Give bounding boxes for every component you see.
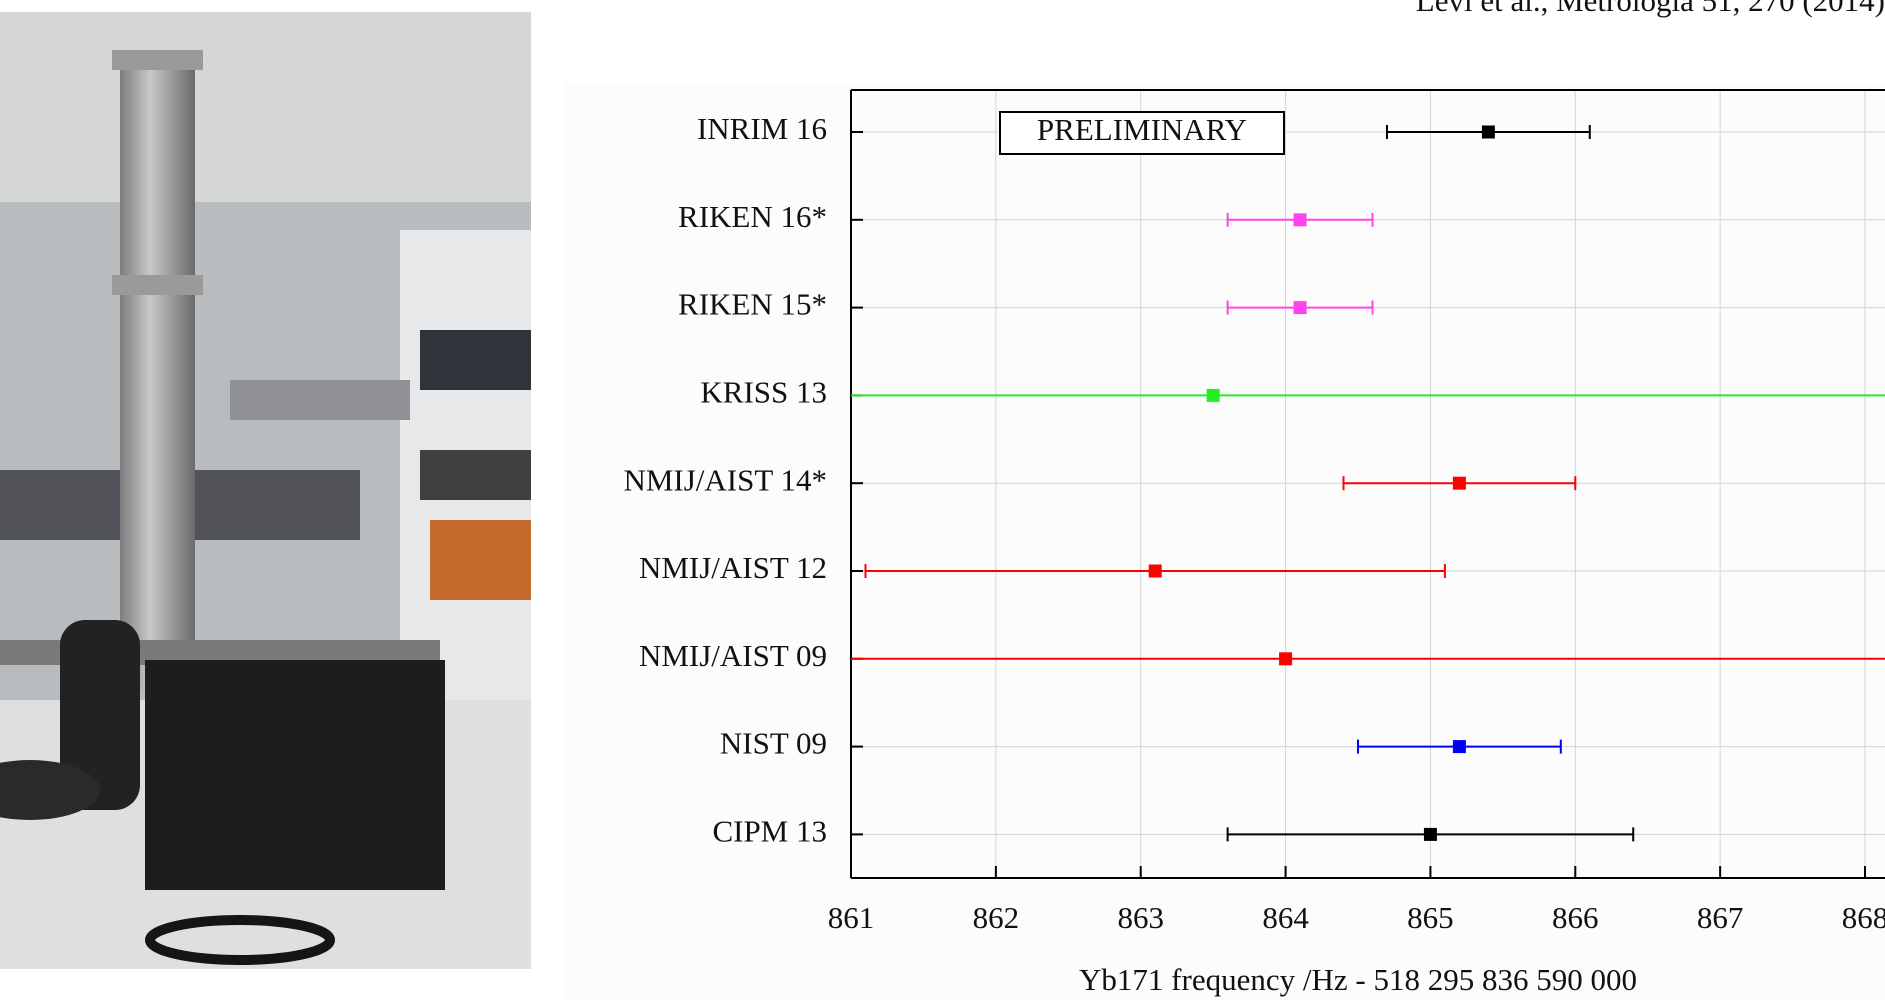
marker <box>1206 388 1220 402</box>
y-tick-label: NMIJ/AIST 12 <box>639 550 827 585</box>
x-tick-label: 863 <box>1117 900 1164 935</box>
annotation: PRELIMINARY <box>1037 112 1247 147</box>
y-tick-label: INRIM 16 <box>697 111 827 146</box>
chart-panel <box>563 82 1885 1000</box>
y-tick-label: CIPM 13 <box>712 814 827 849</box>
marker <box>1279 652 1293 666</box>
x-tick-label: 866 <box>1552 900 1599 935</box>
y-tick-label: RIKEN 15* <box>678 287 827 322</box>
citation: Levi et al., Metrologia 51, 270 (2014) <box>1416 0 1885 18</box>
x-axis-label: Yb171 frequency /Hz - 518 295 836 590 00… <box>1079 962 1637 997</box>
x-tick-label: 861 <box>828 900 875 935</box>
marker <box>1293 213 1307 227</box>
y-tick-label: NIST 09 <box>720 726 827 761</box>
y-tick-label: KRISS 13 <box>700 375 827 410</box>
marker <box>1481 125 1495 139</box>
marker <box>1452 476 1466 490</box>
marker <box>1423 827 1437 841</box>
x-tick-label: 867 <box>1697 900 1744 935</box>
marker <box>1293 301 1307 315</box>
marker <box>1452 740 1466 754</box>
marker <box>1148 564 1162 578</box>
y-tick-label: NMIJ/AIST 09 <box>639 638 827 673</box>
x-tick-label: 864 <box>1262 900 1309 935</box>
data-layer <box>851 125 1885 842</box>
x-tick-label: 862 <box>973 900 1020 935</box>
lab-photo <box>0 12 531 969</box>
x-tick-label: 868 <box>1842 900 1885 935</box>
y-tick-label: NMIJ/AIST 14* <box>623 462 827 497</box>
y-tick-label: RIKEN 16* <box>678 199 827 234</box>
x-tick-label: 865 <box>1407 900 1454 935</box>
chart: 861 862 863 864 865 866 867 868 INRIM 16 RIKEN 16… <box>623 89 1885 997</box>
annotation-box <box>999 111 1285 155</box>
